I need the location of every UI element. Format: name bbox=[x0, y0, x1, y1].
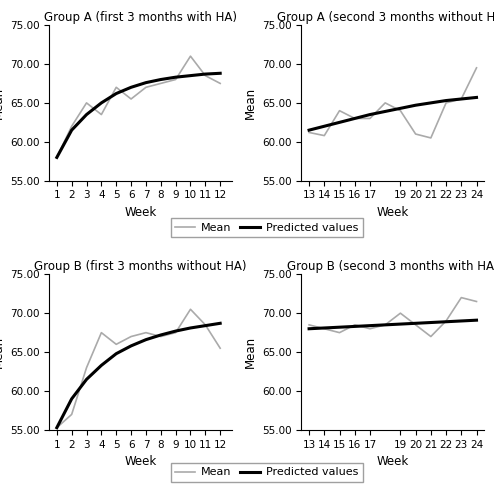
X-axis label: Week: Week bbox=[376, 456, 409, 468]
Y-axis label: Mean: Mean bbox=[244, 336, 256, 368]
Title: Group A (second 3 months without HA): Group A (second 3 months without HA) bbox=[277, 11, 494, 24]
X-axis label: Week: Week bbox=[124, 456, 157, 468]
Title: Group B (first 3 months without HA): Group B (first 3 months without HA) bbox=[35, 260, 247, 273]
Y-axis label: Mean: Mean bbox=[244, 87, 256, 119]
Title: Group A (first 3 months with HA): Group A (first 3 months with HA) bbox=[44, 11, 237, 24]
X-axis label: Week: Week bbox=[376, 206, 409, 219]
Y-axis label: Mean: Mean bbox=[0, 336, 4, 368]
Title: Group B (second 3 months with HA): Group B (second 3 months with HA) bbox=[287, 260, 494, 273]
X-axis label: Week: Week bbox=[124, 206, 157, 219]
Y-axis label: Mean: Mean bbox=[0, 87, 4, 119]
Legend: Mean, Predicted values: Mean, Predicted values bbox=[171, 463, 363, 482]
Legend: Mean, Predicted values: Mean, Predicted values bbox=[171, 218, 363, 237]
